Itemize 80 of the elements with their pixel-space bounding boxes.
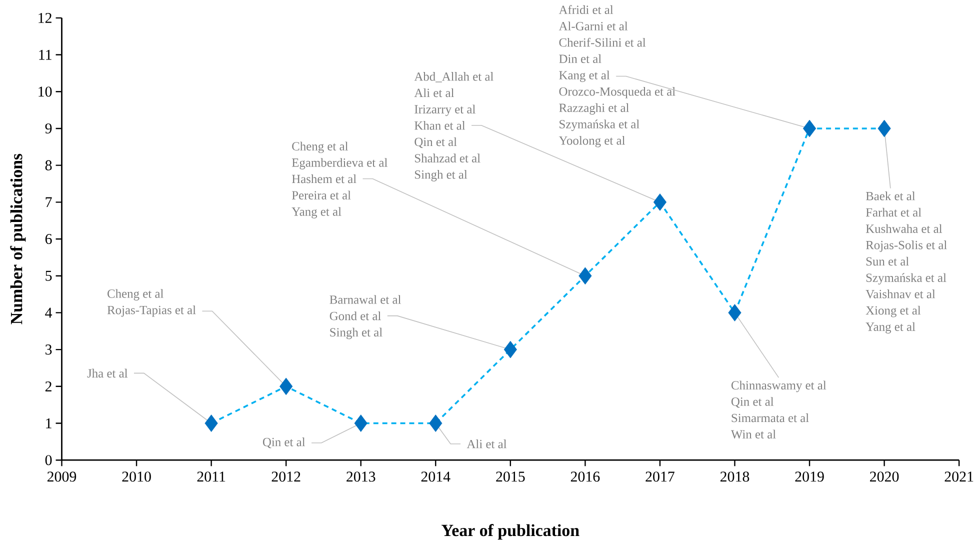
point	[204, 414, 218, 432]
annotation: Orozco-Mosqueda et al	[559, 87, 676, 98]
y-tick-label: 11	[39, 50, 52, 60]
text: Afridi et al	[558, 5, 614, 14]
annotation: Jha et al	[87, 368, 128, 378]
y-tick-label: 1	[46, 418, 52, 428]
x-axis-title: Year of publication	[442, 524, 580, 540]
annotation: Rojas-Tapias et al	[107, 306, 196, 317]
annotation: Abd_Allah et al	[414, 72, 494, 82]
annotation: Al-Garni et al	[558, 22, 628, 30]
annotation: Vaishnav et al	[866, 290, 936, 298]
annotation: Kushwaha et al	[866, 224, 942, 234]
point	[802, 120, 816, 138]
point	[429, 414, 442, 432]
annotation: Yang et al	[292, 207, 342, 219]
point	[354, 414, 368, 432]
point	[878, 120, 891, 138]
annotation: Khan et al	[414, 121, 466, 130]
annotation: Baek et al	[866, 192, 916, 200]
x-tick-label: 2019	[795, 472, 824, 482]
point	[728, 304, 742, 322]
y-tick-label: 7	[46, 197, 52, 208]
y-tick-label: 9	[45, 124, 52, 134]
annotation: Cherif-Silini et al	[559, 38, 646, 47]
annotation: Xiong et al	[866, 306, 921, 318]
annotation: Ali et al	[414, 88, 454, 98]
x-tick-label: 2015	[496, 472, 525, 482]
x-tick-label: 2014	[421, 472, 450, 482]
annotation: Szymańska et al	[560, 120, 640, 132]
x-tick-label: 2018	[720, 472, 750, 482]
y-tick-label: 8	[45, 160, 52, 170]
annotation: Qin et al	[731, 397, 774, 408]
point	[578, 267, 592, 285]
y-axis-title: Number of publications	[10, 154, 26, 324]
y-tick-label: 4	[45, 308, 52, 318]
annotation: Kang et al	[559, 70, 610, 82]
x-tick-label: 2017	[646, 472, 674, 482]
y-tick-label: 10	[38, 86, 52, 97]
annotation: Din et al	[559, 54, 602, 64]
annotation: Qin et al	[414, 137, 457, 148]
annotation: Gond et al	[330, 312, 381, 320]
annotation: Shahzad et al	[415, 154, 480, 163]
annotation: Ali et al	[466, 440, 507, 448]
annotation: Egamberdieva et al	[292, 158, 388, 170]
y-tick-label: 5	[46, 271, 52, 281]
annotation: Rojas-Solis et al	[866, 240, 947, 252]
x-tick-label: 2012	[272, 472, 300, 482]
y-tick-label: 2	[45, 382, 52, 392]
y-tick-label: 12	[38, 13, 52, 23]
x-tick-label: 2021	[944, 472, 974, 482]
annotation: Yoolong et al	[558, 136, 626, 148]
annotation: Qin et al	[262, 438, 306, 448]
x-tick-label: 2009	[47, 472, 76, 482]
annotation: Yang et al	[866, 322, 916, 334]
x-tick-label: 2020	[870, 472, 899, 482]
annotation: Cheng et al	[292, 142, 348, 154]
point	[653, 194, 667, 211]
annotation: Irizarry et al	[414, 104, 476, 116]
point	[280, 378, 293, 396]
annotation: Singh et al	[415, 170, 468, 182]
y-tick-label: 0	[45, 455, 52, 466]
annotation: Hashem et al	[292, 174, 356, 184]
y-tick-label: 3	[46, 344, 52, 355]
point	[504, 341, 517, 358]
x-tick-label: 2011	[197, 472, 226, 482]
annotation: Sun et al	[866, 256, 909, 266]
x-tick-label: 2016	[570, 472, 600, 482]
annotation: Cheng et al	[108, 289, 164, 301]
annotation: Szymańska et al	[866, 273, 946, 285]
x-tick-label: 2010	[122, 472, 151, 482]
annotation: Barnawal et al	[330, 295, 401, 304]
x-tick-label: 2013	[346, 472, 376, 482]
annotation: Pereira et al	[292, 190, 351, 200]
y-tick-label: 6	[45, 234, 52, 244]
annotation: Chinnaswamy et al	[731, 380, 826, 392]
annotation: Win et al	[730, 430, 776, 439]
annotation: Razzaghi et al	[559, 103, 629, 115]
annotation: Farhat et al	[866, 208, 922, 217]
annotation: Singh et al	[330, 328, 382, 340]
annotation: Simarmata et al	[732, 414, 809, 422]
